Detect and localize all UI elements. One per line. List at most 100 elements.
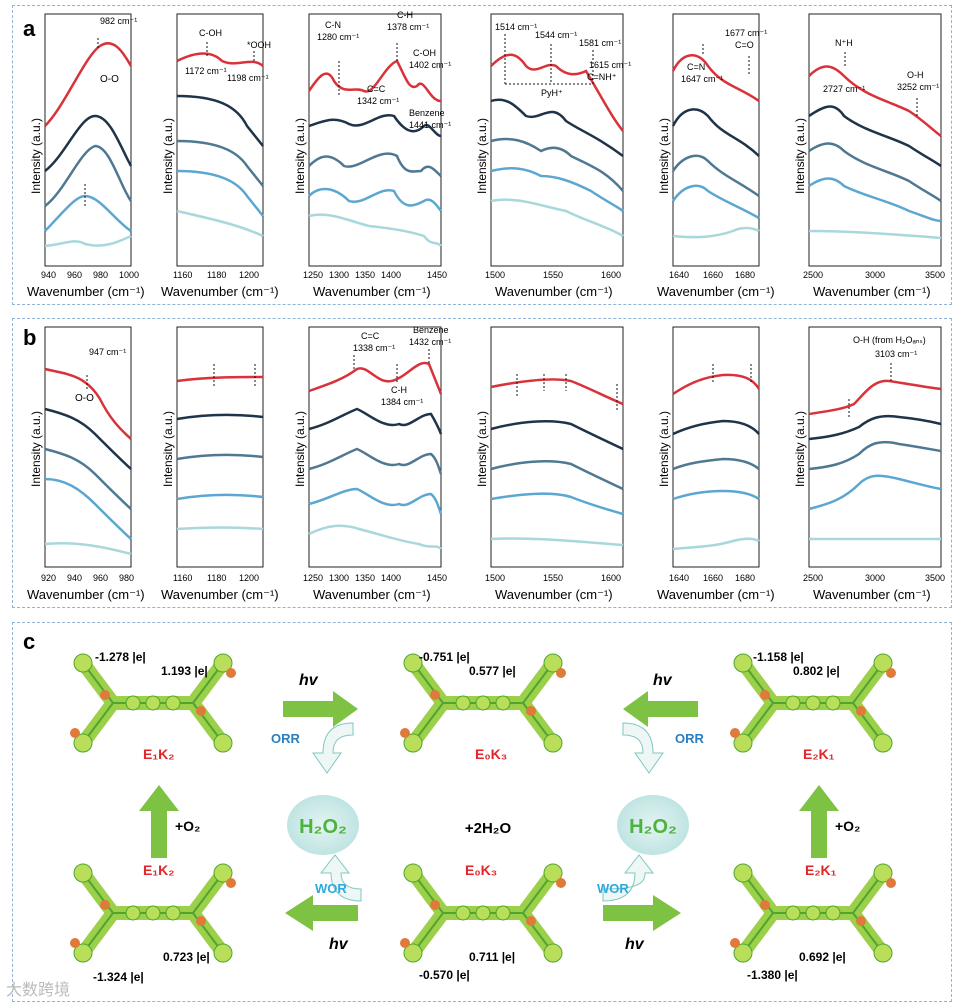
svg-text:-1.324 |e|: -1.324 |e|: [93, 970, 144, 984]
svg-text:1660: 1660: [703, 573, 723, 583]
svg-text:Wavenumber (cm⁻¹): Wavenumber (cm⁻¹): [161, 284, 279, 299]
a-plot-2: Intensity (a.u.) C-OH 1172 cm⁻¹ *OOH 119…: [161, 13, 279, 299]
b-plot-6: Intensity (a.u.) O-H (from H₂Oₐₙₛ) 3103 …: [793, 326, 945, 602]
svg-text:1000: 1000: [119, 270, 139, 280]
wor-arrow-left: WOR: [315, 854, 362, 902]
watermark: 大数跨境: [6, 982, 71, 999]
svg-text:O-H (from H₂Oₐₙₛ): O-H (from H₂Oₐₙₛ): [853, 335, 926, 345]
svg-text:1677 cm⁻¹: 1677 cm⁻¹: [725, 28, 767, 38]
mol-top-left: -1.278 |e| 1.193 |e| E₁K₂: [70, 650, 236, 762]
svg-text:1441 cm⁻¹: 1441 cm⁻¹: [409, 120, 451, 130]
svg-text:Wavenumber (cm⁻¹): Wavenumber (cm⁻¹): [657, 284, 775, 299]
svg-text:1200: 1200: [239, 573, 259, 583]
svg-text:Benzene: Benzene: [409, 108, 445, 118]
svg-text:Intensity (a.u.): Intensity (a.u.): [293, 411, 307, 487]
svg-text:1640: 1640: [669, 573, 689, 583]
a-plot-6: Intensity (a.u.) N⁺H 2727 cm⁻¹ O-H 3252 …: [793, 13, 945, 299]
svg-text:-0.570 |e|: -0.570 |e|: [419, 968, 470, 982]
svg-text:0.692 |e|: 0.692 |e|: [799, 950, 846, 964]
b-plot-2: Intensity (a.u.) 1160 1180 1200 Wavenumb…: [161, 326, 279, 602]
svg-text:hv: hv: [625, 936, 645, 953]
panel-c-svg: c -1.278 |e| 1.193 |e| E₁K₂ -0.751 |e| 0…: [23, 629, 951, 984]
arrow-hv-top-left: hv: [283, 672, 358, 727]
svg-text:Wavenumber (cm⁻¹): Wavenumber (cm⁻¹): [313, 284, 431, 299]
svg-text:-1.158 |e|: -1.158 |e|: [753, 650, 804, 664]
svg-text:-1.380 |e|: -1.380 |e|: [747, 968, 798, 982]
svg-text:1514 cm⁻¹: 1514 cm⁻¹: [495, 22, 537, 32]
svg-text:3103 cm⁻¹: 3103 cm⁻¹: [875, 349, 917, 359]
svg-text:O-O: O-O: [75, 393, 94, 404]
svg-text:hv: hv: [329, 936, 349, 953]
svg-text:E₀K₃: E₀K₃: [475, 746, 507, 762]
svg-text:1384 cm⁻¹: 1384 cm⁻¹: [381, 397, 423, 407]
b-plot-5: Intensity (a.u.) 1640 1660 1680 Wavenumb…: [657, 326, 775, 602]
svg-text:E₂K₁: E₂K₁: [803, 746, 835, 762]
b-plot-3: Intensity (a.u.) C=C 1338 cm⁻¹ Benzene 1…: [293, 325, 451, 602]
svg-text:WOR: WOR: [315, 881, 347, 896]
panel-b-label: b: [23, 325, 36, 350]
svg-text:C-N: C-N: [325, 20, 341, 30]
svg-text:Wavenumber (cm⁻¹): Wavenumber (cm⁻¹): [813, 587, 931, 602]
svg-text:Intensity (a.u.): Intensity (a.u.): [793, 118, 807, 194]
arrow-hv-top-right: hv: [623, 672, 698, 727]
a-plot-1: Intensity (a.u.) 982 cm⁻¹ O-O 940 960 98…: [27, 13, 145, 299]
svg-text:1172 cm⁻¹: 1172 cm⁻¹: [185, 66, 227, 76]
svg-text:Benzene: Benzene: [413, 325, 449, 335]
svg-text:C=O: C=O: [735, 40, 754, 50]
mol-bottom-right: E₂K₁ 0.692 |e| -1.380 |e|: [730, 862, 896, 982]
svg-text:1400: 1400: [381, 270, 401, 280]
a-ylabel: Intensity (a.u.): [29, 118, 43, 194]
svg-text:1550: 1550: [543, 573, 563, 583]
svg-text:3252 cm⁻¹: 3252 cm⁻¹: [897, 82, 939, 92]
svg-text:980: 980: [119, 573, 134, 583]
svg-text:1300: 1300: [329, 573, 349, 583]
svg-text:WOR: WOR: [597, 881, 629, 896]
svg-text:960: 960: [93, 573, 108, 583]
svg-text:1600: 1600: [601, 270, 621, 280]
svg-text:C-H: C-H: [397, 10, 413, 20]
svg-text:Intensity (a.u.): Intensity (a.u.): [475, 118, 489, 194]
svg-text:*OOH: *OOH: [247, 40, 271, 50]
a1-ticks: 940 960 980 1000: [41, 270, 139, 280]
svg-text:C=NH⁺: C=NH⁺: [587, 72, 617, 82]
svg-text:1402 cm⁻¹: 1402 cm⁻¹: [409, 60, 451, 70]
b-plot-1: Intensity (a.u.) 947 cm⁻¹ O-O 920 940 96…: [27, 326, 145, 602]
svg-text:1300: 1300: [329, 270, 349, 280]
a-plot-5: Intensity (a.u.) C=N 1647 cm⁻¹ 1677 cm⁻¹…: [657, 13, 775, 299]
svg-text:1450: 1450: [427, 270, 447, 280]
svg-text:H₂O₂: H₂O₂: [629, 816, 677, 838]
svg-text:1647 cm⁻¹: 1647 cm⁻¹: [681, 74, 723, 84]
svg-text:-0.751 |e|: -0.751 |e|: [419, 650, 470, 664]
mol-top-right: -1.158 |e| 0.802 |e| E₂K₁: [730, 650, 896, 762]
svg-text:1280 cm⁻¹: 1280 cm⁻¹: [317, 32, 359, 42]
svg-text:0.802 |e|: 0.802 |e|: [793, 664, 840, 678]
svg-text:3000: 3000: [865, 270, 885, 280]
orr-arrow-left: ORR: [271, 722, 354, 774]
svg-text:980: 980: [93, 270, 108, 280]
svg-text:-1.278 |e|: -1.278 |e|: [95, 650, 146, 664]
svg-text:1680: 1680: [735, 573, 755, 583]
a1-xlabel: Wavenumber (cm⁻¹): [27, 284, 145, 299]
svg-text:H₂O₂: H₂O₂: [299, 816, 347, 838]
svg-text:PyH⁺: PyH⁺: [541, 88, 563, 98]
svg-text:C-H: C-H: [391, 385, 407, 395]
mol-bottom-left: E₁K₂ 0.723 |e| -1.324 |e|: [70, 862, 236, 984]
svg-text:3000: 3000: [865, 573, 885, 583]
svg-text:C=C: C=C: [361, 331, 380, 341]
svg-text:940: 940: [67, 573, 82, 583]
a-plot-3: Intensity (a.u.) C-N 1280 cm⁻¹ C-H 1378 …: [293, 10, 451, 299]
svg-text:1550: 1550: [543, 270, 563, 280]
svg-text:E₀K₃: E₀K₃: [465, 862, 497, 878]
svg-text:Wavenumber (cm⁻¹): Wavenumber (cm⁻¹): [27, 587, 145, 602]
panel-a-svg: a Intensity (a.u.) 982 cm⁻¹ O-O 940 960 …: [23, 10, 945, 299]
arrow-hv-bottom-right: hv: [603, 895, 681, 953]
a-plot-4: Intensity (a.u.) 1514 cm⁻¹ 1544 cm⁻¹ 158…: [475, 13, 631, 299]
svg-text:1544 cm⁻¹: 1544 cm⁻¹: [535, 30, 577, 40]
svg-text:Intensity (a.u.): Intensity (a.u.): [475, 411, 489, 487]
panel-c-label: c: [23, 629, 35, 654]
svg-text:960: 960: [67, 270, 82, 280]
svg-text:1432 cm⁻¹: 1432 cm⁻¹: [409, 337, 451, 347]
svg-text:Wavenumber (cm⁻¹): Wavenumber (cm⁻¹): [495, 587, 613, 602]
svg-text:Wavenumber (cm⁻¹): Wavenumber (cm⁻¹): [495, 284, 613, 299]
panel-b-svg: b Intensity (a.u.) 947 cm⁻¹ O-O 920 940 …: [23, 325, 945, 602]
